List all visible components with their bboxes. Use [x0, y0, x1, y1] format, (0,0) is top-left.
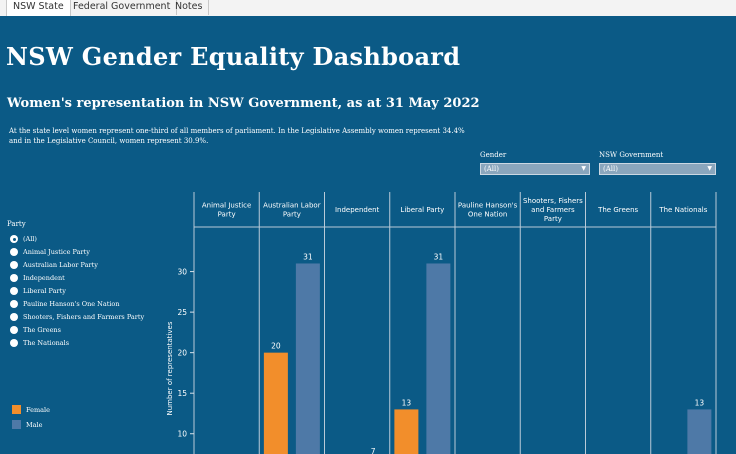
party-option-animal-justice[interactable]: Animal Justice Party — [10, 246, 144, 259]
tab-federal-government[interactable]: Federal Government — [67, 0, 178, 15]
party-option-shooters[interactable]: Shooters, Fishers and Farmers Party — [10, 310, 144, 323]
party-option-one-nation[interactable]: Pauline Hanson's One Nation — [10, 297, 144, 310]
radio-icon — [10, 248, 18, 257]
dashboard-description: At the state level women represent one-t… — [9, 127, 465, 145]
dashboard-canvas: NSW Gender Equality Dashboard Women's re… — [0, 16, 736, 454]
y-axis-title: Number of representatives — [166, 321, 174, 415]
male-swatch — [12, 420, 21, 429]
party-option-liberal[interactable]: Liberal Party — [10, 285, 144, 298]
radio-icon — [10, 287, 18, 295]
legend-item-female[interactable]: Female — [12, 402, 50, 417]
category-label: Animal Justice — [202, 202, 251, 210]
nsw-government-dropdown-value: (All) — [603, 165, 618, 173]
radio-icon — [10, 338, 18, 347]
gender-dropdown-value: (All) — [484, 165, 499, 173]
party-option-nationals[interactable]: The Nationals — [10, 336, 144, 349]
tab-nsw-state[interactable]: NSW State — [6, 0, 71, 17]
dashboard-subtitle: Women's representation in NSW Government… — [7, 96, 480, 111]
y-tick-label: 20 — [177, 349, 187, 358]
nsw-government-dropdown[interactable]: (All) ▼ — [599, 163, 716, 175]
party-option-label: Shooters, Fishers and Farmers Party — [23, 312, 145, 321]
y-tick-label: 25 — [177, 308, 187, 317]
party-option-all[interactable]: (All) — [10, 233, 144, 246]
category-label: Party — [283, 211, 301, 219]
bar-value-label: 31 — [303, 252, 313, 261]
category-label: Australian Labor — [263, 202, 321, 210]
male-bar — [687, 409, 712, 454]
y-tick-label: 15 — [177, 389, 187, 398]
female-bar — [263, 352, 288, 454]
bar-value-label: 13 — [695, 398, 705, 407]
category-label: The Greens — [597, 206, 638, 214]
representation-bar-chart: 10 15 20 25 30 Number of representatives Anima… — [166, 192, 717, 454]
nsw-government-filter-label: NSW Government — [599, 151, 664, 159]
radio-icon — [10, 261, 18, 270]
y-tick-label: 30 — [177, 268, 187, 277]
category-label: Party — [544, 215, 562, 223]
bar-value-label: 7 — [371, 447, 376, 454]
party-option-label: Independent — [23, 274, 65, 283]
party-option-labor[interactable]: Australian Labor Party — [10, 259, 144, 272]
chevron-down-icon: ▼ — [707, 165, 712, 172]
tab-notes[interactable]: Notes — [169, 0, 210, 15]
male-bar — [426, 263, 451, 454]
bar-value-label: 20 — [271, 342, 281, 351]
male-bar — [295, 263, 320, 454]
gender-color-legend: Female Male — [12, 402, 50, 432]
radio-icon — [10, 312, 18, 321]
party-option-greens[interactable]: The Greens — [10, 323, 144, 336]
category-label: The Nationals — [658, 206, 707, 214]
party-option-label: The Greens — [23, 325, 61, 334]
category-label: Shooters, Fishers — [523, 197, 583, 205]
legend-item-male[interactable]: Male — [12, 417, 50, 432]
party-option-label: The Nationals — [23, 338, 70, 347]
party-option-independent[interactable]: Independent — [10, 272, 144, 285]
female-bar — [394, 409, 419, 454]
bar-value-label: 13 — [402, 398, 412, 407]
dashboard-title: NSW Gender Equality Dashboard — [6, 42, 461, 71]
radio-selected-icon — [10, 235, 18, 244]
party-option-label: (All) — [23, 235, 37, 244]
party-option-label: Australian Labor Party — [23, 261, 98, 270]
category-label: Liberal Party — [400, 206, 444, 214]
radio-icon — [10, 299, 18, 308]
chevron-down-icon: ▼ — [581, 165, 586, 172]
radio-icon — [10, 325, 18, 334]
y-tick-label: 10 — [177, 430, 187, 439]
category-label: Independent — [335, 206, 380, 214]
gender-dropdown[interactable]: (All) ▼ — [480, 163, 590, 175]
radio-icon — [10, 274, 18, 283]
party-filter: (All) Animal Justice Party Australian La… — [10, 233, 144, 349]
party-filter-title: Party — [7, 220, 26, 228]
category-label: Pauline Hanson's — [458, 202, 518, 210]
party-option-label: Pauline Hanson's One Nation — [23, 299, 120, 308]
party-option-label: Liberal Party — [23, 287, 66, 295]
category-label: One Nation — [468, 211, 507, 219]
gender-filter-label: Gender — [480, 151, 507, 159]
bar-value-label: 31 — [434, 252, 444, 261]
party-option-label: Animal Justice Party — [23, 248, 90, 257]
legend-label-female: Female — [26, 405, 50, 414]
category-label: Party — [218, 211, 236, 219]
female-swatch — [12, 405, 21, 414]
category-label: and Farmers — [531, 206, 575, 214]
legend-label-male: Male — [26, 420, 43, 429]
sheet-tab-bar: NSW State Federal Government Notes — [0, 0, 736, 17]
